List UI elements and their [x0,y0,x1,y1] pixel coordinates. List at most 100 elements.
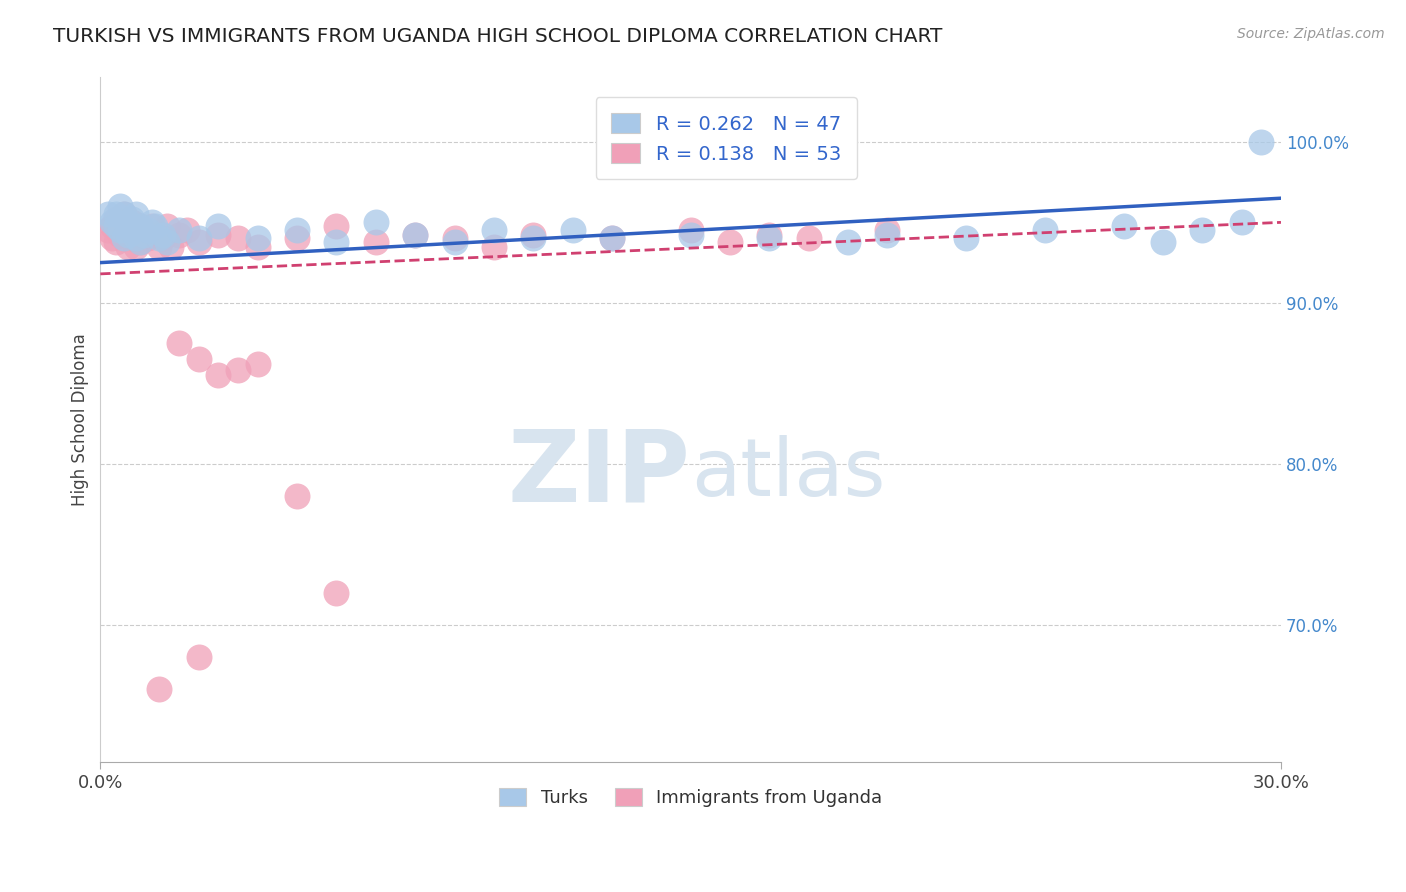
Text: ZIP: ZIP [508,425,690,523]
Point [108,199,131,213]
Text: Source: ZipAtlas.com: Source: ZipAtlas.com [1237,27,1385,41]
Point [148,239,170,253]
Point [141,215,163,229]
Point [404,228,426,243]
Point [522,228,544,243]
Point [128,235,150,249]
Point [226,231,249,245]
Point [561,223,583,237]
Point [679,223,702,237]
Point [285,223,308,237]
Point [128,219,150,233]
Point [101,219,124,233]
Text: atlas: atlas [690,435,884,514]
Point [246,239,269,253]
Point [207,228,229,243]
Point [97,207,120,221]
Point [167,336,190,351]
Point [325,219,347,233]
Y-axis label: High School Diploma: High School Diploma [72,334,89,506]
Text: TURKISH VS IMMIGRANTS FROM UGANDA HIGH SCHOOL DIPLOMA CORRELATION CHART: TURKISH VS IMMIGRANTS FROM UGANDA HIGH S… [53,27,943,45]
Point [364,215,387,229]
Point [105,219,128,233]
Point [112,231,135,245]
Point [97,223,120,237]
Point [125,239,148,253]
Point [112,207,135,221]
Point [207,219,229,233]
Point [125,207,148,221]
Point [325,585,347,599]
Point [156,235,179,249]
Point [187,650,209,665]
Point [246,357,269,371]
Point [128,235,150,249]
Point [108,228,131,243]
Point [125,231,148,245]
Point [148,231,170,245]
Point [837,235,859,249]
Point [117,228,139,243]
Point [112,207,135,221]
Point [955,231,977,245]
Point [108,219,131,233]
Point [285,489,308,503]
Point [482,239,505,253]
Point [152,231,174,245]
Point [600,231,623,245]
Point [187,231,209,245]
Point [108,223,131,237]
Point [482,223,505,237]
Point [145,219,167,233]
Point [679,228,702,243]
Point [160,239,183,253]
Point [105,235,128,249]
Point [187,235,209,249]
Legend: Turks, Immigrants from Uganda: Turks, Immigrants from Uganda [492,780,890,814]
Point [167,223,190,237]
Point [176,223,198,237]
Point [876,228,898,243]
Point [600,231,623,245]
Point [105,212,128,227]
Point [226,363,249,377]
Point [1191,223,1213,237]
Point [443,231,465,245]
Point [148,682,170,697]
Point [112,231,135,245]
Point [718,235,741,249]
Point [125,223,148,237]
Point [121,212,143,227]
Point [132,228,155,243]
Point [522,231,544,245]
Point [325,235,347,249]
Point [797,231,820,245]
Point [285,231,308,245]
Point [364,235,387,249]
Point [167,228,190,243]
Point [156,219,179,233]
Point [117,215,139,229]
Point [758,228,780,243]
Point [187,352,209,367]
Point [1033,223,1056,237]
Point [117,219,139,233]
Point [152,228,174,243]
Point [758,231,780,245]
Point [443,235,465,249]
Point [1230,215,1253,229]
Point [101,215,124,229]
Point [141,219,163,233]
Point [128,219,150,233]
Point [1250,135,1272,149]
Point [117,239,139,253]
Point [207,368,229,383]
Point [145,228,167,243]
Point [121,215,143,229]
Point [1152,235,1174,249]
Point [1112,219,1135,233]
Point [121,223,143,237]
Point [101,231,124,245]
Point [136,231,159,245]
Point [132,223,155,237]
